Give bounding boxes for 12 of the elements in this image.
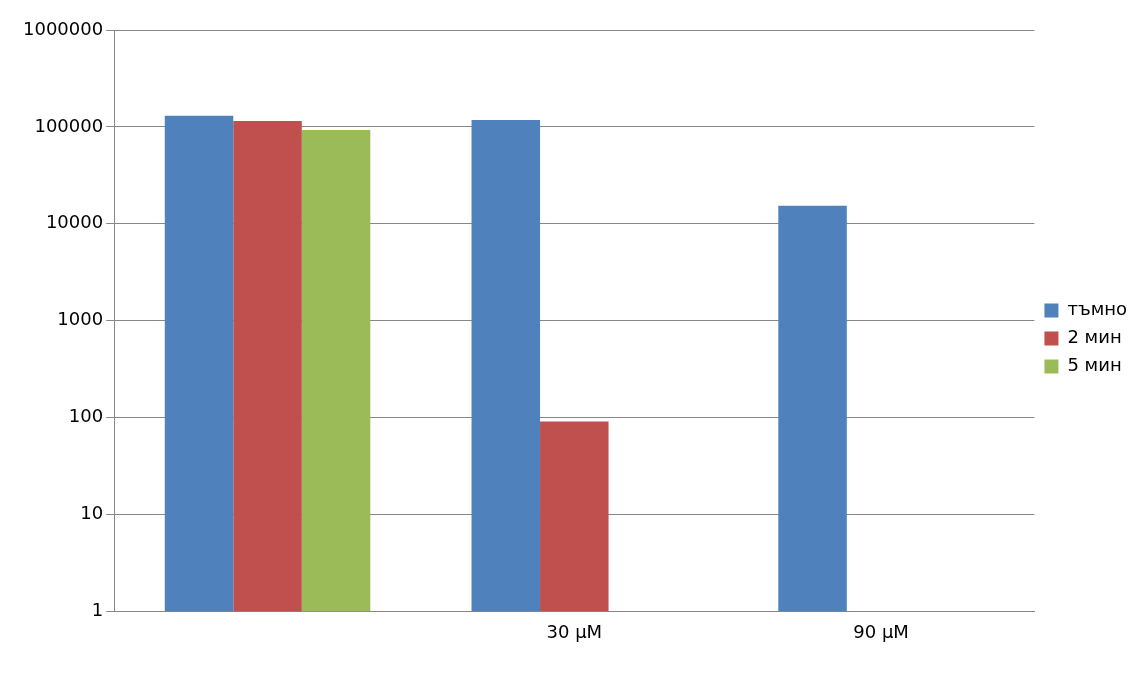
y-tick-label: 10000 [45, 211, 104, 233]
y-tick-label: 1000000 [22, 17, 104, 39]
y-tick-label: 10 [80, 502, 104, 524]
y-tick-label: 100 [68, 405, 104, 427]
legend-label: 2 мин [1067, 326, 1122, 348]
y-tick-label: 100000 [34, 114, 104, 136]
x-tick-label: 90 µM [853, 620, 909, 642]
y-tick-label: 1000 [57, 308, 104, 330]
y-tick-label: 1 [91, 599, 104, 621]
x-tick-label: 30 µM [546, 620, 603, 642]
legend-label: тъмно [1067, 298, 1128, 320]
legend-label: 5 мин [1067, 354, 1122, 376]
